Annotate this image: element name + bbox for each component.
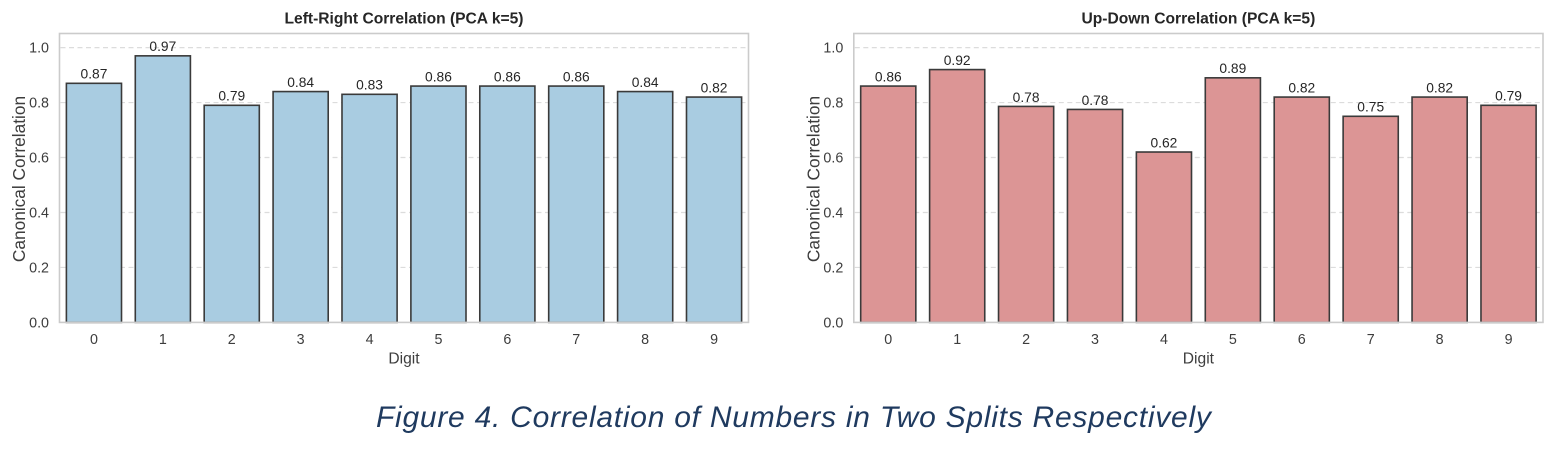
svg-text:0.8: 0.8 <box>29 95 49 111</box>
svg-text:0.82: 0.82 <box>1426 80 1453 95</box>
svg-text:0.6: 0.6 <box>29 150 49 166</box>
svg-text:0.86: 0.86 <box>875 69 902 84</box>
svg-text:8: 8 <box>1436 332 1444 348</box>
svg-text:0: 0 <box>884 332 892 348</box>
svg-text:0.84: 0.84 <box>632 75 659 90</box>
svg-text:0.4: 0.4 <box>823 205 843 221</box>
svg-text:9: 9 <box>1505 332 1513 348</box>
svg-text:6: 6 <box>503 332 511 348</box>
svg-text:0.0: 0.0 <box>823 315 843 331</box>
svg-text:7: 7 <box>572 332 580 348</box>
svg-text:Canonical Correlation: Canonical Correlation <box>9 96 29 262</box>
svg-text:0.79: 0.79 <box>1495 89 1522 104</box>
svg-text:4: 4 <box>1160 332 1168 348</box>
svg-text:1: 1 <box>953 332 961 348</box>
svg-text:3: 3 <box>1091 332 1099 348</box>
svg-text:2: 2 <box>1022 332 1030 348</box>
svg-text:0.84: 0.84 <box>287 75 314 90</box>
svg-text:6: 6 <box>1298 332 1306 348</box>
svg-text:0.97: 0.97 <box>149 39 176 54</box>
svg-text:Left-Right Correlation (PCA k=: Left-Right Correlation (PCA k=5) <box>285 10 524 27</box>
svg-text:0.86: 0.86 <box>563 69 590 84</box>
svg-text:Up-Down Correlation (PCA k=5): Up-Down Correlation (PCA k=5) <box>1082 10 1316 27</box>
svg-text:Digit: Digit <box>388 351 420 368</box>
svg-text:2: 2 <box>228 332 236 348</box>
svg-text:0.0: 0.0 <box>29 315 49 331</box>
svg-text:0.2: 0.2 <box>823 260 843 276</box>
svg-text:0.2: 0.2 <box>29 260 49 276</box>
svg-text:0.78: 0.78 <box>1082 93 1109 108</box>
svg-text:0.8: 0.8 <box>823 95 843 111</box>
svg-text:0.79: 0.79 <box>218 89 245 104</box>
svg-text:0.92: 0.92 <box>944 53 971 68</box>
svg-text:Canonical Correlation: Canonical Correlation <box>803 96 823 262</box>
svg-text:0: 0 <box>90 332 98 348</box>
svg-text:0.86: 0.86 <box>494 69 521 84</box>
svg-text:0.4: 0.4 <box>29 205 49 221</box>
svg-text:0.86: 0.86 <box>425 69 452 84</box>
svg-text:0.87: 0.87 <box>81 67 108 82</box>
svg-text:0.75: 0.75 <box>1357 100 1384 115</box>
svg-text:0.83: 0.83 <box>356 78 383 93</box>
svg-text:0.62: 0.62 <box>1151 135 1178 150</box>
svg-text:3: 3 <box>297 332 305 348</box>
svg-text:1.0: 1.0 <box>29 41 49 57</box>
svg-text:Figure 4. Correlation of Numbe: Figure 4. Correlation of Numbers in Two … <box>376 401 1213 434</box>
svg-text:0.82: 0.82 <box>701 80 728 95</box>
svg-text:5: 5 <box>1229 332 1237 348</box>
svg-text:0.82: 0.82 <box>1288 80 1315 95</box>
svg-text:1.0: 1.0 <box>823 41 843 57</box>
svg-text:Digit: Digit <box>1183 351 1215 368</box>
svg-text:7: 7 <box>1367 332 1375 348</box>
svg-text:1: 1 <box>159 332 167 348</box>
svg-text:0.6: 0.6 <box>823 150 843 166</box>
svg-text:8: 8 <box>641 332 649 348</box>
svg-text:9: 9 <box>710 332 718 348</box>
svg-text:0.89: 0.89 <box>1219 61 1246 76</box>
svg-text:0.78: 0.78 <box>1013 90 1040 105</box>
svg-text:4: 4 <box>366 332 374 348</box>
svg-text:5: 5 <box>434 332 442 348</box>
